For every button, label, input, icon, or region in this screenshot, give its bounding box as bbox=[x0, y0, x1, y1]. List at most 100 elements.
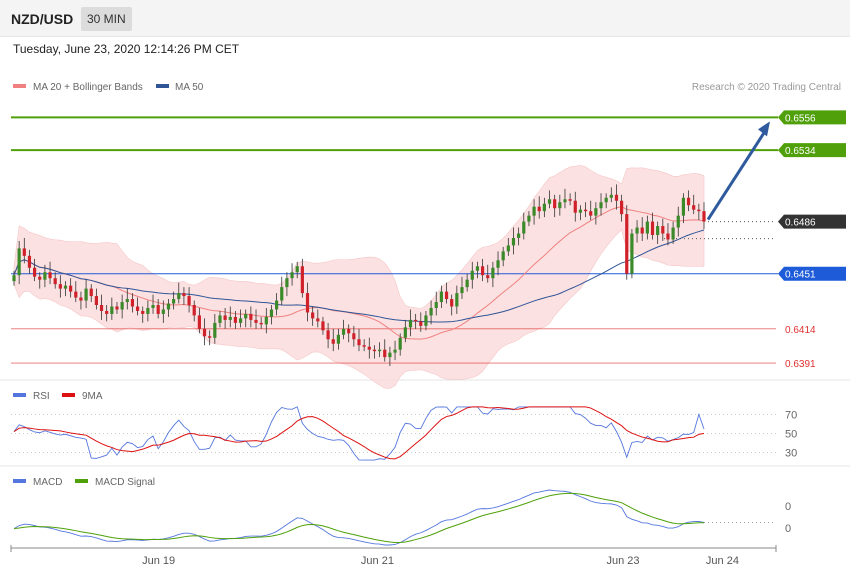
candle-body bbox=[424, 315, 428, 326]
candle-body bbox=[233, 316, 238, 323]
macd-legend-swatch bbox=[13, 479, 26, 483]
candlesticks bbox=[12, 184, 706, 367]
candle-body bbox=[135, 306, 140, 311]
candle-body bbox=[208, 336, 212, 338]
bollinger-bands bbox=[13, 165, 705, 389]
x-tick-label: Jun 24 bbox=[706, 555, 739, 567]
macd-level-label: 0 bbox=[785, 501, 791, 513]
candle-body bbox=[290, 272, 294, 279]
candle-body bbox=[326, 330, 330, 340]
candle-body bbox=[702, 211, 706, 222]
last-price-label: 0.6486 bbox=[785, 218, 816, 229]
candle-body bbox=[367, 346, 371, 350]
candle-body bbox=[532, 206, 536, 216]
candle-body bbox=[578, 209, 583, 213]
candle-body bbox=[300, 266, 304, 294]
candle-body bbox=[213, 322, 217, 338]
ma20-legend-swatch bbox=[13, 84, 26, 88]
candle-body bbox=[475, 266, 480, 271]
copyright-label: Research © 2020 Trading Central bbox=[692, 82, 841, 93]
candle-body bbox=[331, 339, 335, 344]
bollinger-band-area bbox=[13, 165, 705, 389]
x-tick-label: Jun 21 bbox=[361, 555, 394, 567]
candle-body bbox=[130, 299, 135, 307]
candle-body bbox=[568, 199, 572, 201]
candle-body bbox=[197, 315, 201, 329]
ma50-legend-label: MA 50 bbox=[175, 82, 204, 93]
candle-body bbox=[146, 307, 150, 314]
candle-body bbox=[254, 319, 258, 323]
candle-body bbox=[625, 214, 629, 274]
candle-body bbox=[105, 310, 109, 314]
candle-body bbox=[414, 319, 418, 322]
candle-body bbox=[53, 278, 57, 285]
candle-body bbox=[692, 205, 696, 210]
candle-body bbox=[27, 255, 32, 268]
macd-panel: 00 bbox=[13, 489, 791, 546]
target-label: 0.6534 bbox=[785, 146, 816, 157]
candle-body bbox=[166, 303, 171, 310]
candle-body bbox=[377, 349, 382, 352]
candle-body bbox=[32, 267, 37, 277]
candle-body bbox=[398, 337, 402, 350]
candle-body bbox=[305, 293, 310, 313]
candle-body bbox=[295, 266, 299, 273]
rsi-legend-swatch bbox=[13, 393, 26, 397]
rsi-panel: 70 50 30 bbox=[11, 406, 797, 461]
chart-header: NZD/USD 30 MIN bbox=[0, 0, 850, 37]
candle-body bbox=[202, 328, 207, 337]
forecast-arrow-head bbox=[758, 121, 770, 137]
rsi-level-label: 50 bbox=[785, 429, 797, 441]
timeframe-badge[interactable]: 30 MIN bbox=[81, 7, 132, 31]
candle-body bbox=[223, 315, 227, 320]
ma20-legend-label: MA 20 + Bollinger Bands bbox=[33, 82, 143, 93]
candle-body bbox=[614, 194, 619, 201]
target-tag bbox=[778, 110, 846, 125]
candle-body bbox=[38, 276, 42, 280]
candle-body bbox=[403, 327, 407, 338]
candle-body bbox=[89, 288, 93, 297]
pivot-label: 0.6451 bbox=[785, 270, 816, 281]
macd-signal-legend-swatch bbox=[75, 479, 88, 483]
candle-body bbox=[408, 319, 413, 328]
candle-body bbox=[336, 334, 341, 344]
candle-body bbox=[352, 333, 356, 340]
candle-body bbox=[238, 318, 243, 323]
candle-body bbox=[99, 305, 104, 311]
candle-body bbox=[522, 221, 526, 234]
candle-body bbox=[84, 288, 88, 301]
candle-body bbox=[676, 215, 680, 228]
rsi-legend-label: RSI bbox=[33, 391, 50, 402]
candle-body bbox=[259, 322, 263, 325]
support-label: 0.6391 bbox=[785, 359, 816, 370]
rsi-line bbox=[13, 406, 705, 461]
candle-body bbox=[285, 278, 289, 288]
candle-body bbox=[439, 291, 443, 303]
candle-body bbox=[22, 248, 26, 256]
macd-level-label: 0 bbox=[785, 523, 791, 535]
candle-body bbox=[604, 197, 608, 203]
candle-body bbox=[563, 199, 567, 203]
rsi-ma-legend-swatch bbox=[62, 393, 75, 397]
candle-body bbox=[280, 287, 284, 301]
candle-body bbox=[94, 296, 98, 305]
candle-body bbox=[594, 208, 598, 216]
candle-body bbox=[517, 233, 521, 238]
candle-body bbox=[321, 321, 325, 331]
candle-body bbox=[79, 297, 83, 301]
candle-body bbox=[661, 226, 665, 234]
candle-body bbox=[151, 305, 155, 308]
candle-body bbox=[650, 221, 655, 235]
rsi-level-label: 70 bbox=[785, 410, 797, 422]
candle-body bbox=[182, 293, 186, 297]
candle-body bbox=[115, 306, 119, 310]
forecast-arrow-shaft bbox=[706, 130, 767, 221]
candle-body bbox=[645, 221, 649, 234]
candle-body bbox=[269, 309, 274, 317]
target-tag bbox=[778, 143, 846, 158]
macd-legend-label: MACD bbox=[33, 477, 62, 488]
candle-body bbox=[470, 270, 474, 280]
candle-body bbox=[341, 328, 346, 335]
forecast-arrow bbox=[706, 121, 770, 221]
candle-body bbox=[609, 194, 613, 198]
